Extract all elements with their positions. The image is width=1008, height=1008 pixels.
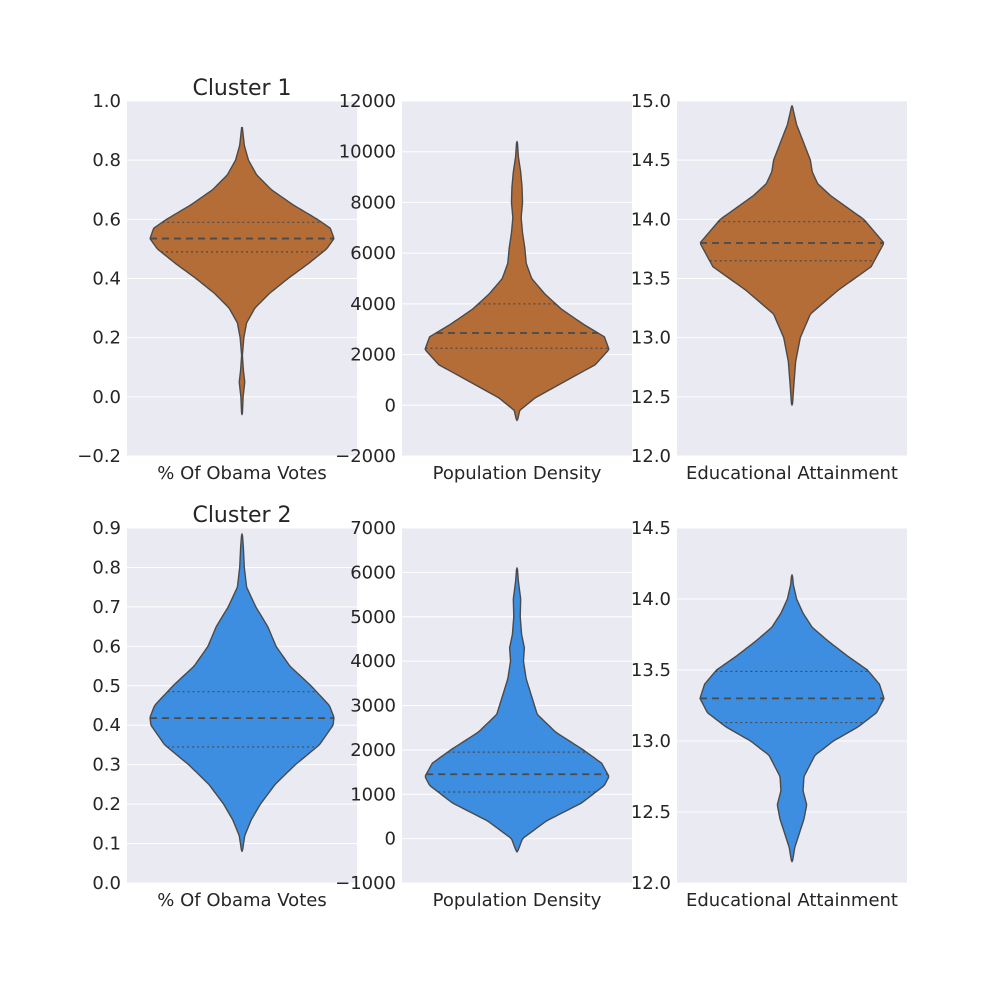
x-axis-label: Population Density xyxy=(433,463,602,484)
panel-3: 12.0 12.5 13.0 13.5 14.0 14.5 15.0 Educational … xyxy=(631,91,907,484)
violin-body xyxy=(699,105,885,406)
y-tick-label: 4000 xyxy=(350,651,396,672)
y-tick-label: 0.2 xyxy=(92,794,121,815)
y-tick-label: 1000 xyxy=(350,784,396,805)
y-tick-label: 13.0 xyxy=(631,328,671,349)
violin-body xyxy=(424,140,610,422)
violin-body xyxy=(424,567,610,853)
y-tick-label: 0.4 xyxy=(92,715,121,736)
y-tick-label: 6000 xyxy=(350,243,396,264)
y-tick-label: 14.0 xyxy=(631,209,671,230)
y-tick-label: 10000 xyxy=(339,142,396,163)
y-tick-label: 0.7 xyxy=(92,597,121,618)
y-tick-label: 0.6 xyxy=(92,636,121,657)
panel-4: 0.0 0.1 0.2 0.3 0.4 0.5 0.6 0.7 0.8 0.9 % Of Obama… xyxy=(92,503,357,911)
y-tick-label: 0.4 xyxy=(92,269,121,290)
y-tick-label: 0.5 xyxy=(92,676,121,697)
panel-title: Cluster 2 xyxy=(192,503,291,528)
x-axis-label: Population Density xyxy=(433,890,602,911)
panel-6: 12.0 12.5 13.0 13.5 14.0 14.5 Educational Atta… xyxy=(631,518,907,911)
y-tick-label: −1000 xyxy=(335,873,396,894)
y-tick-label: 12000 xyxy=(339,91,396,112)
panel-1: −0.2 0.0 0.2 0.4 0.6 0.8 1.0 % Of Obama Votes Cl… xyxy=(77,76,357,484)
y-tick-label: 0.8 xyxy=(92,150,121,171)
y-tick-label: 0.0 xyxy=(92,873,121,894)
y-tick-label: 0.9 xyxy=(92,518,121,539)
y-tick-label: 5000 xyxy=(350,607,396,628)
y-tick-label: 13.5 xyxy=(631,269,671,290)
y-tick-label: 0.3 xyxy=(92,755,121,776)
violin-body xyxy=(699,574,885,863)
x-axis-label: Educational Attainment xyxy=(686,463,898,484)
y-tick-label: 14.5 xyxy=(631,150,671,171)
y-tick-label: 8000 xyxy=(350,192,396,213)
y-tick-label: 12.0 xyxy=(631,873,671,894)
panel-5: −1000 0 1000 2000 3000 4000 5000 6000 7000 Popula… xyxy=(335,518,632,911)
y-tick-label: 0.1 xyxy=(92,834,121,855)
y-tick-label: 12.5 xyxy=(631,802,671,823)
y-tick-label: 3000 xyxy=(350,696,396,717)
y-tick-label: 15.0 xyxy=(631,91,671,112)
x-axis-label: % Of Obama Votes xyxy=(157,463,326,484)
x-axis-label: Educational Attainment xyxy=(686,890,898,911)
y-tick-label: 7000 xyxy=(350,518,396,539)
panel-2: −2000 0 2000 4000 6000 8000 10000 12000 Populati… xyxy=(335,91,632,484)
y-tick-label: 1.0 xyxy=(92,91,121,112)
y-tick-label: 0.8 xyxy=(92,557,121,578)
y-tick-label: 14.5 xyxy=(631,518,671,539)
y-tick-label: 0 xyxy=(385,829,396,850)
y-tick-label: 0.0 xyxy=(92,387,121,408)
y-tick-label: 12.5 xyxy=(631,387,671,408)
violin-body xyxy=(149,126,335,416)
y-tick-label: 0.2 xyxy=(92,328,121,349)
y-tick-label: 2000 xyxy=(350,740,396,761)
y-tick-label: −0.2 xyxy=(77,446,121,467)
y-tick-label: 13.0 xyxy=(631,731,671,752)
y-tick-label: 2000 xyxy=(350,345,396,366)
y-tick-label: 0 xyxy=(385,395,396,416)
y-tick-label: 14.0 xyxy=(631,589,671,610)
x-axis-label: % Of Obama Votes xyxy=(157,890,326,911)
y-tick-label: 12.0 xyxy=(631,446,671,467)
y-tick-label: 6000 xyxy=(350,562,396,583)
y-tick-label: 0.6 xyxy=(92,209,121,230)
violin-body xyxy=(149,533,335,853)
panel-title: Cluster 1 xyxy=(192,76,291,101)
y-tick-label: 4000 xyxy=(350,294,396,315)
y-tick-label: −2000 xyxy=(335,446,396,467)
y-tick-label: 13.5 xyxy=(631,660,671,681)
